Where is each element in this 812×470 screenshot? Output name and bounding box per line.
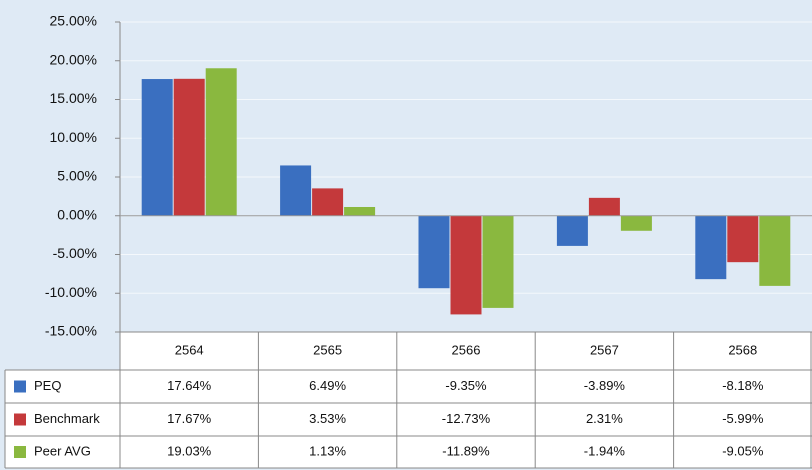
table-bg bbox=[120, 332, 812, 370]
bar bbox=[141, 79, 173, 216]
bar bbox=[695, 215, 727, 280]
legend-swatch bbox=[14, 380, 26, 393]
bar bbox=[312, 188, 344, 216]
table-value: -3.89% bbox=[584, 378, 626, 393]
table-value: 3.53% bbox=[309, 411, 346, 426]
table-value: 1.13% bbox=[309, 443, 346, 458]
bar bbox=[280, 165, 312, 216]
table-bg bbox=[5, 370, 812, 468]
x-tick-label: 2568 bbox=[728, 342, 757, 357]
table-value: 6.49% bbox=[309, 378, 346, 393]
table-value: -8.18% bbox=[722, 378, 764, 393]
bar bbox=[450, 215, 482, 315]
y-tick-label: 10.00% bbox=[50, 129, 97, 145]
table-value: -12.73% bbox=[442, 411, 491, 426]
bar bbox=[588, 197, 620, 216]
y-tick-label: -15.00% bbox=[45, 323, 97, 339]
x-tick-label: 2565 bbox=[313, 342, 342, 357]
bar bbox=[173, 78, 205, 216]
table-value: -1.94% bbox=[584, 443, 626, 458]
bar bbox=[482, 215, 514, 308]
legend-label: Benchmark bbox=[34, 411, 100, 426]
table-value: 2.31% bbox=[586, 411, 623, 426]
y-tick-label: -10.00% bbox=[45, 284, 97, 300]
bar bbox=[759, 215, 791, 286]
y-tick-label: 25.00% bbox=[50, 13, 97, 29]
x-tick-label: 2566 bbox=[452, 342, 481, 357]
y-tick-label: 0.00% bbox=[57, 206, 97, 222]
bar bbox=[620, 215, 652, 231]
y-tick-label: 20.00% bbox=[50, 51, 97, 67]
y-tick-label: 15.00% bbox=[50, 90, 97, 106]
table-value: -11.89% bbox=[442, 443, 490, 458]
table-value: -5.99% bbox=[722, 411, 764, 426]
legend-swatch bbox=[14, 413, 26, 426]
bar bbox=[556, 215, 588, 246]
table-value: -9.35% bbox=[445, 378, 487, 393]
table-value: -9.05% bbox=[722, 443, 764, 458]
table-value: 17.64% bbox=[167, 378, 212, 393]
bar bbox=[344, 206, 376, 216]
legend-label: Peer AVG bbox=[34, 443, 91, 458]
y-tick-label: -5.00% bbox=[53, 245, 97, 261]
y-tick-label: 5.00% bbox=[57, 168, 97, 184]
legend-label: PEQ bbox=[34, 378, 61, 393]
x-tick-label: 2567 bbox=[590, 342, 619, 357]
legend-swatch bbox=[14, 446, 26, 458]
table-value: 19.03% bbox=[167, 443, 212, 458]
table-value: 17.67% bbox=[167, 411, 212, 426]
bar bbox=[727, 215, 759, 263]
x-tick-label: 2564 bbox=[175, 342, 204, 357]
bar bbox=[205, 68, 237, 216]
bar bbox=[418, 215, 450, 289]
